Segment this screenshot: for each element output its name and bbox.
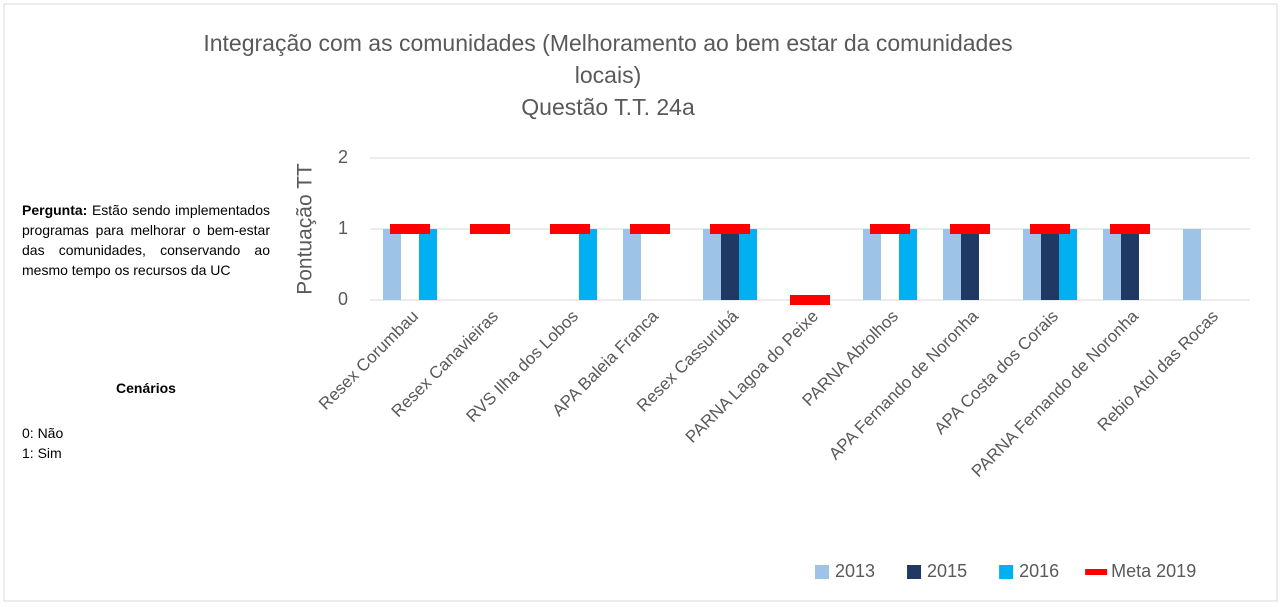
bar bbox=[1103, 229, 1121, 300]
question-text: Estão sendo implementados programas para… bbox=[22, 202, 270, 278]
legend-swatch bbox=[1085, 569, 1108, 575]
bar bbox=[623, 229, 641, 300]
scenario: 0: Não bbox=[22, 425, 64, 441]
y-tick-label: 0 bbox=[338, 289, 348, 309]
y-tick-label: 2 bbox=[338, 147, 348, 167]
y-axis-title: Pontuação TT bbox=[294, 163, 317, 295]
bar bbox=[1059, 229, 1077, 300]
bar bbox=[579, 229, 597, 300]
question: Pergunta: Estão sendo implementados prog… bbox=[22, 200, 270, 280]
scenarios-title: Cenários bbox=[116, 380, 176, 396]
target-marker bbox=[1110, 224, 1150, 234]
legend-label: 2015 bbox=[927, 561, 967, 581]
bar bbox=[383, 229, 401, 300]
legend-label: Meta 2019 bbox=[1111, 561, 1196, 581]
target-marker bbox=[630, 224, 670, 234]
bar bbox=[943, 229, 961, 300]
chart-title: locais) bbox=[575, 62, 641, 88]
bar bbox=[863, 229, 881, 300]
question-label: Pergunta: bbox=[22, 202, 88, 218]
y-tick-label: 1 bbox=[338, 218, 348, 238]
legend-label: 2016 bbox=[1019, 561, 1059, 581]
chart-title: Integração com as comunidades (Melhorame… bbox=[203, 30, 1012, 56]
legend-swatch bbox=[907, 565, 922, 579]
legend-label: 2013 bbox=[835, 561, 875, 581]
bar bbox=[739, 229, 757, 300]
bar bbox=[1041, 229, 1059, 300]
bar bbox=[703, 229, 721, 300]
bar bbox=[721, 229, 739, 300]
bar bbox=[899, 229, 917, 300]
target-marker bbox=[390, 224, 430, 234]
target-marker bbox=[790, 295, 830, 305]
chart-frame bbox=[3, 3, 1278, 602]
bar bbox=[1023, 229, 1041, 300]
bar bbox=[961, 229, 979, 300]
legend-swatch bbox=[999, 565, 1014, 579]
target-marker bbox=[1030, 224, 1070, 234]
scenario: 1: Sim bbox=[22, 445, 62, 461]
target-marker bbox=[950, 224, 990, 234]
chart-title: Questão T.T. 24a bbox=[521, 94, 695, 120]
target-marker bbox=[550, 224, 590, 234]
target-marker bbox=[870, 224, 910, 234]
legend-swatch bbox=[815, 565, 829, 579]
bar bbox=[1121, 229, 1139, 300]
bar bbox=[419, 229, 437, 300]
target-marker bbox=[710, 224, 750, 234]
target-marker bbox=[470, 224, 510, 234]
bar bbox=[1183, 229, 1201, 300]
